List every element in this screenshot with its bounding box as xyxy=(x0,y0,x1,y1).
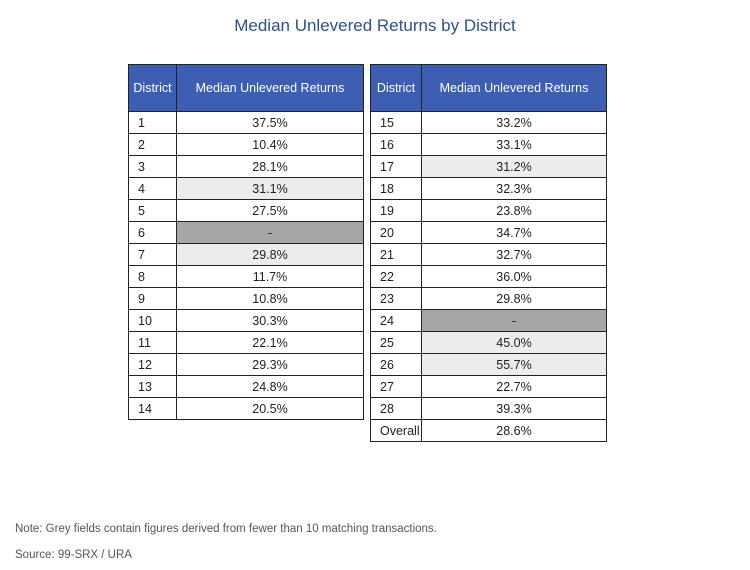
district-cell: 17 xyxy=(370,155,422,178)
return-value-cell: - xyxy=(421,309,607,332)
return-value-cell: 10.8% xyxy=(176,287,364,310)
return-value-cell: 11.7% xyxy=(176,265,364,288)
table-row: 13 24.8% xyxy=(128,375,364,398)
return-value-cell: 20.5% xyxy=(176,397,364,420)
return-value-cell: 29.8% xyxy=(176,243,364,266)
return-value-cell: 37.5% xyxy=(176,111,364,134)
return-value-cell: 33.1% xyxy=(421,133,607,156)
table-row: 8 11.7% xyxy=(128,265,364,288)
table-row: 24- xyxy=(370,309,607,332)
table-row: 2 10.4% xyxy=(128,133,364,156)
return-value-cell: 24.8% xyxy=(176,375,364,398)
district-cell: 19 xyxy=(370,199,422,222)
district-cell: 16 xyxy=(370,133,422,156)
return-value-cell: 39.3% xyxy=(421,397,607,420)
district-cell: 13 xyxy=(128,375,177,398)
district-cell: 28 xyxy=(370,397,422,420)
table-row: 16 33.1% xyxy=(370,133,607,156)
return-value-cell: 29.3% xyxy=(176,353,364,376)
district-cell: 2 xyxy=(128,133,177,156)
table-row: 3 28.1% xyxy=(128,155,364,178)
district-cell: 5 xyxy=(128,199,177,222)
district-cell: 27 xyxy=(370,375,422,398)
table-row: 20 34.7% xyxy=(370,221,607,244)
district-column-header: District xyxy=(128,64,177,112)
district-cell: 10 xyxy=(128,309,177,332)
table-row: 5 27.5% xyxy=(128,199,364,222)
district-cell: 9 xyxy=(128,287,177,310)
district-cell: 14 xyxy=(128,397,177,420)
table-row: 1 37.5% xyxy=(128,111,364,134)
table-row: 17 31.2% xyxy=(370,155,607,178)
table-row: 19 23.8% xyxy=(370,199,607,222)
return-value-cell: 55.7% xyxy=(421,353,607,376)
table-row: Overall 28.6% xyxy=(370,419,607,442)
table-row: 22 36.0% xyxy=(370,265,607,288)
return-value-cell: 30.3% xyxy=(176,309,364,332)
table-row: 23 29.8% xyxy=(370,287,607,310)
source-note: Source: 99-SRX / URA xyxy=(15,549,132,561)
return-value-cell: 45.0% xyxy=(421,331,607,354)
district-cell: 24 xyxy=(370,309,422,332)
table-row: 9 10.8% xyxy=(128,287,364,310)
return-value-cell: 23.8% xyxy=(421,199,607,222)
return-value-cell: 27.5% xyxy=(176,199,364,222)
table-header-row: District Median Unlevered Returns xyxy=(128,64,364,112)
return-value-cell: 31.1% xyxy=(176,177,364,200)
returns-column-header: Median Unlevered Returns xyxy=(176,64,364,112)
district-cell: 15 xyxy=(370,111,422,134)
district-cell: 11 xyxy=(128,331,177,354)
district-cell: 7 xyxy=(128,243,177,266)
table-header-row: District Median Unlevered Returns xyxy=(370,64,607,112)
table-row: 14 20.5% xyxy=(128,397,364,420)
return-value-cell: 32.3% xyxy=(421,177,607,200)
return-value-cell: - xyxy=(176,221,364,244)
district-cell: 22 xyxy=(370,265,422,288)
returns-table-left: District Median Unlevered Returns 1 37.5%… xyxy=(128,64,364,420)
table-row: 11 22.1% xyxy=(128,331,364,354)
district-column-header: District xyxy=(370,64,422,112)
district-cell: 25 xyxy=(370,331,422,354)
table-row: 27 22.7% xyxy=(370,375,607,398)
table-row: 21 32.7% xyxy=(370,243,607,266)
return-value-cell: 32.7% xyxy=(421,243,607,266)
page-title: Median Unlevered Returns by District xyxy=(234,16,516,35)
table-row: 25 45.0% xyxy=(370,331,607,354)
district-cell: 18 xyxy=(370,177,422,200)
table-row: 6- xyxy=(128,221,364,244)
district-cell: 21 xyxy=(370,243,422,266)
return-value-cell: 34.7% xyxy=(421,221,607,244)
table-row: 18 32.3% xyxy=(370,177,607,200)
district-cell: 1 xyxy=(128,111,177,134)
district-cell: Overall xyxy=(370,419,422,442)
table-row: 4 31.1% xyxy=(128,177,364,200)
district-cell: 6 xyxy=(128,221,177,244)
return-value-cell: 29.8% xyxy=(421,287,607,310)
return-value-cell: 10.4% xyxy=(176,133,364,156)
table-row: 15 33.2% xyxy=(370,111,607,134)
district-cell: 12 xyxy=(128,353,177,376)
table-row: 7 29.8% xyxy=(128,243,364,266)
table-row: 12 29.3% xyxy=(128,353,364,376)
return-value-cell: 36.0% xyxy=(421,265,607,288)
return-value-cell: 28.1% xyxy=(176,155,364,178)
district-cell: 4 xyxy=(128,177,177,200)
district-cell: 20 xyxy=(370,221,422,244)
return-value-cell: 22.1% xyxy=(176,331,364,354)
district-cell: 8 xyxy=(128,265,177,288)
table-row: 10 30.3% xyxy=(128,309,364,332)
return-value-cell: 33.2% xyxy=(421,111,607,134)
district-cell: 26 xyxy=(370,353,422,376)
table-row: 28 39.3% xyxy=(370,397,607,420)
district-cell: 3 xyxy=(128,155,177,178)
returns-table-right: District Median Unlevered Returns 15 33.2… xyxy=(370,64,607,442)
district-cell: 23 xyxy=(370,287,422,310)
returns-column-header: Median Unlevered Returns xyxy=(421,64,607,112)
footnote: Note: Grey fields contain figures derive… xyxy=(15,523,437,535)
return-value-cell: 31.2% xyxy=(421,155,607,178)
return-value-cell: 22.7% xyxy=(421,375,607,398)
table-row: 26 55.7% xyxy=(370,353,607,376)
return-value-cell: 28.6% xyxy=(421,419,607,442)
